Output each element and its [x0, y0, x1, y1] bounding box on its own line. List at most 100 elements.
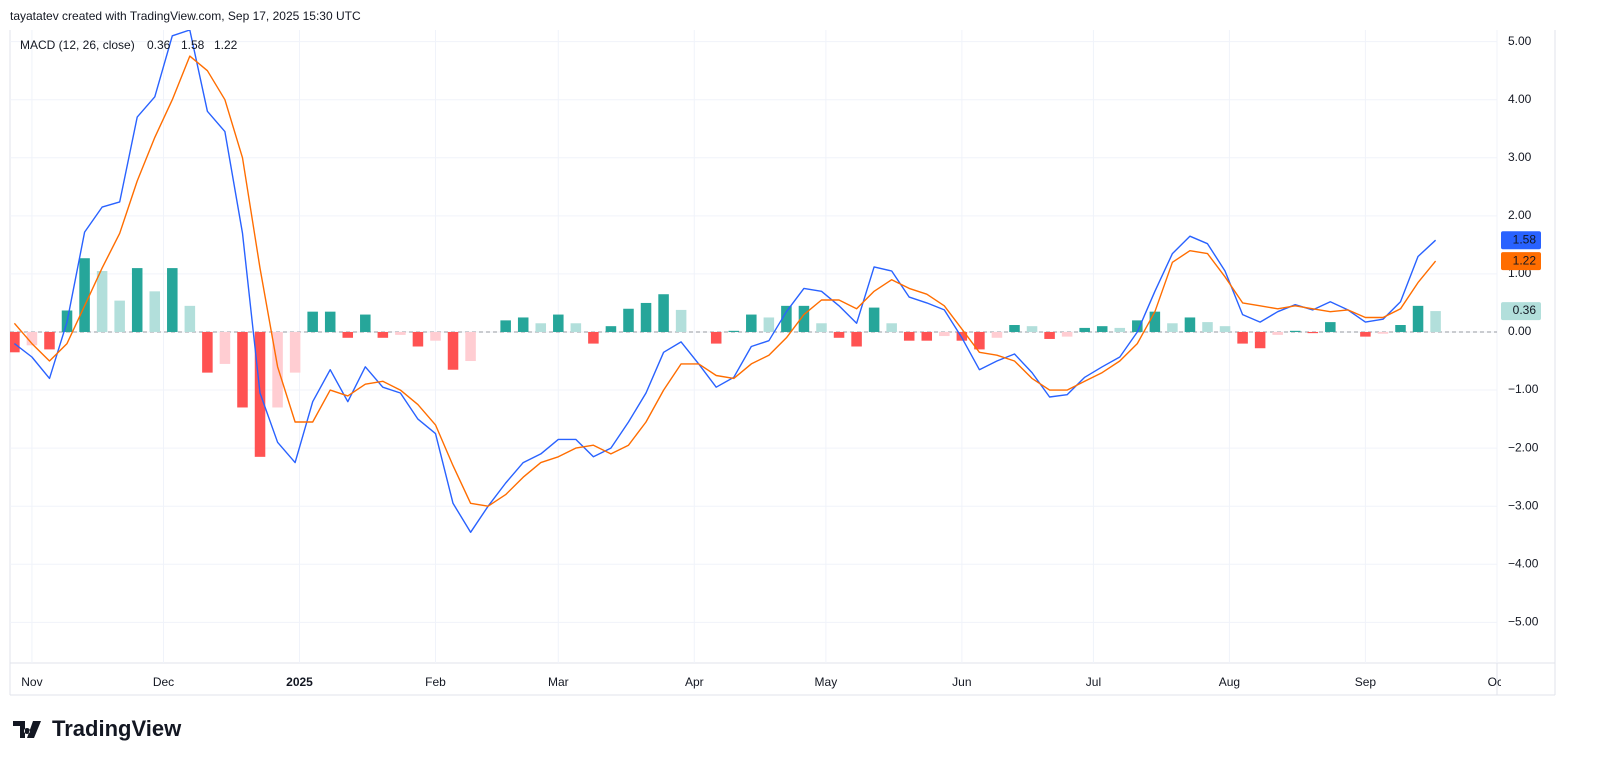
histogram-bar [465, 331, 476, 362]
x-tick-label: Apr [685, 675, 704, 689]
legend-value: 1.58 [181, 38, 205, 52]
histogram-bar [921, 331, 933, 341]
y-tick-label: −5.00 [1508, 615, 1539, 629]
histogram-bar [1149, 311, 1161, 332]
x-tick-label: Feb [425, 675, 446, 689]
histogram-bar [1009, 325, 1020, 332]
histogram-bar [851, 331, 862, 347]
x-tick-label: Sep [1355, 675, 1377, 689]
y-tick-label: 4.00 [1508, 92, 1532, 106]
histogram-bar [184, 305, 196, 332]
x-axis: Nov Dec 2025 Feb Mar Apr May Jun Jul Aug Sep Oct [21, 675, 1507, 689]
y-tick-label: 0.00 [1508, 324, 1532, 338]
x-tick-label: Nov [21, 675, 42, 689]
x-tick-label: Jul [1086, 675, 1101, 689]
histogram-bar [96, 271, 108, 332]
histogram-bar [553, 314, 564, 332]
histogram-bar [1360, 331, 1371, 337]
histogram-bar [710, 331, 722, 344]
histogram-bar [535, 323, 547, 332]
histogram-bar [1114, 327, 1126, 332]
legend: MACD (12, 26, close) 0.36 1.58 1.22 [20, 38, 238, 52]
histogram-bar [781, 305, 792, 332]
histogram-bar [114, 300, 125, 332]
price-badge-label: 0.36 [1513, 303, 1537, 317]
histogram-bar [1202, 322, 1213, 332]
y-tick-label: 2.00 [1508, 208, 1532, 222]
x-tick-label: Aug [1219, 675, 1240, 689]
histogram-bar [1237, 331, 1248, 344]
logo-text: TradingView [52, 716, 182, 741]
histogram-bar [447, 331, 459, 370]
x-tick-label: Oct [1488, 675, 1507, 689]
y-tick-label: −1.00 [1508, 382, 1539, 396]
histogram-bar [430, 331, 441, 341]
histogram-bar [1395, 325, 1406, 332]
histogram-bar [833, 331, 845, 338]
histogram-bar [289, 331, 301, 373]
histogram-bar [1272, 331, 1283, 335]
histogram-bar [1026, 326, 1038, 332]
histogram-bar [1377, 331, 1389, 334]
histogram-bar [237, 331, 248, 408]
price-badge-label: 1.22 [1513, 253, 1537, 267]
plot [10, 30, 1497, 533]
histogram-bar [219, 331, 231, 364]
macd-line [13, 55, 1437, 507]
histogram-bar [377, 331, 389, 338]
histogram-bar [816, 323, 827, 332]
histogram-bar [500, 320, 511, 332]
y-axis: 5.004.003.002.001.000.00−1.00−2.00−3.00−… [1501, 34, 1541, 629]
price-badge [1501, 231, 1541, 250]
legend-value: 1.22 [214, 38, 238, 52]
histogram-bar [1096, 326, 1108, 332]
x-tick-label: May [815, 675, 838, 689]
y-tick-label: −4.00 [1508, 556, 1539, 570]
histogram-bar [342, 331, 354, 338]
histogram-bar [307, 311, 318, 332]
histogram-bar [412, 331, 424, 347]
histogram-bar [149, 291, 161, 332]
histogram-bar [1167, 323, 1178, 332]
histogram-bar [974, 331, 985, 350]
histogram-bar [517, 317, 529, 332]
histogram-bar [395, 331, 406, 335]
macd-line [13, 30, 1437, 533]
histogram-bar [903, 331, 915, 341]
histogram-bar [1325, 322, 1336, 332]
histogram-bar [79, 258, 90, 332]
price-badge-label: 1.58 [1513, 232, 1537, 246]
histogram-bar [1254, 331, 1266, 349]
histogram-bar [324, 311, 336, 332]
histogram-bar [570, 323, 582, 332]
legend-value: 0.36 [147, 38, 171, 52]
x-tick-label: Jun [952, 675, 971, 689]
histogram-bar [746, 314, 757, 332]
legend-title: MACD (12, 26, close) [20, 38, 135, 52]
y-tick-label: −2.00 [1508, 440, 1539, 454]
x-tick-label: Mar [548, 675, 569, 689]
histogram-bar [1184, 317, 1196, 332]
histogram-bar [202, 331, 213, 373]
histogram-bar [658, 294, 669, 332]
logo-icon [13, 721, 41, 738]
histogram-bar [956, 331, 968, 341]
credit: tayatatev created with TradingView.com, … [10, 9, 361, 23]
histogram-bar [1289, 330, 1301, 332]
histogram-bar [939, 331, 950, 337]
histogram-bar [1079, 327, 1090, 332]
histogram-bar [26, 331, 38, 346]
histogram-bar [886, 323, 897, 332]
histogram-bar [728, 330, 740, 332]
histogram-bar [10, 331, 20, 353]
histogram-bar [1430, 311, 1441, 332]
histogram-bar [588, 331, 599, 344]
histogram-bar [1219, 326, 1231, 332]
histogram-bar [991, 331, 1003, 338]
histogram-bar [1061, 331, 1073, 337]
histogram-bar [1307, 331, 1319, 334]
histogram-bar [1412, 305, 1424, 332]
histogram-bar [675, 309, 687, 332]
